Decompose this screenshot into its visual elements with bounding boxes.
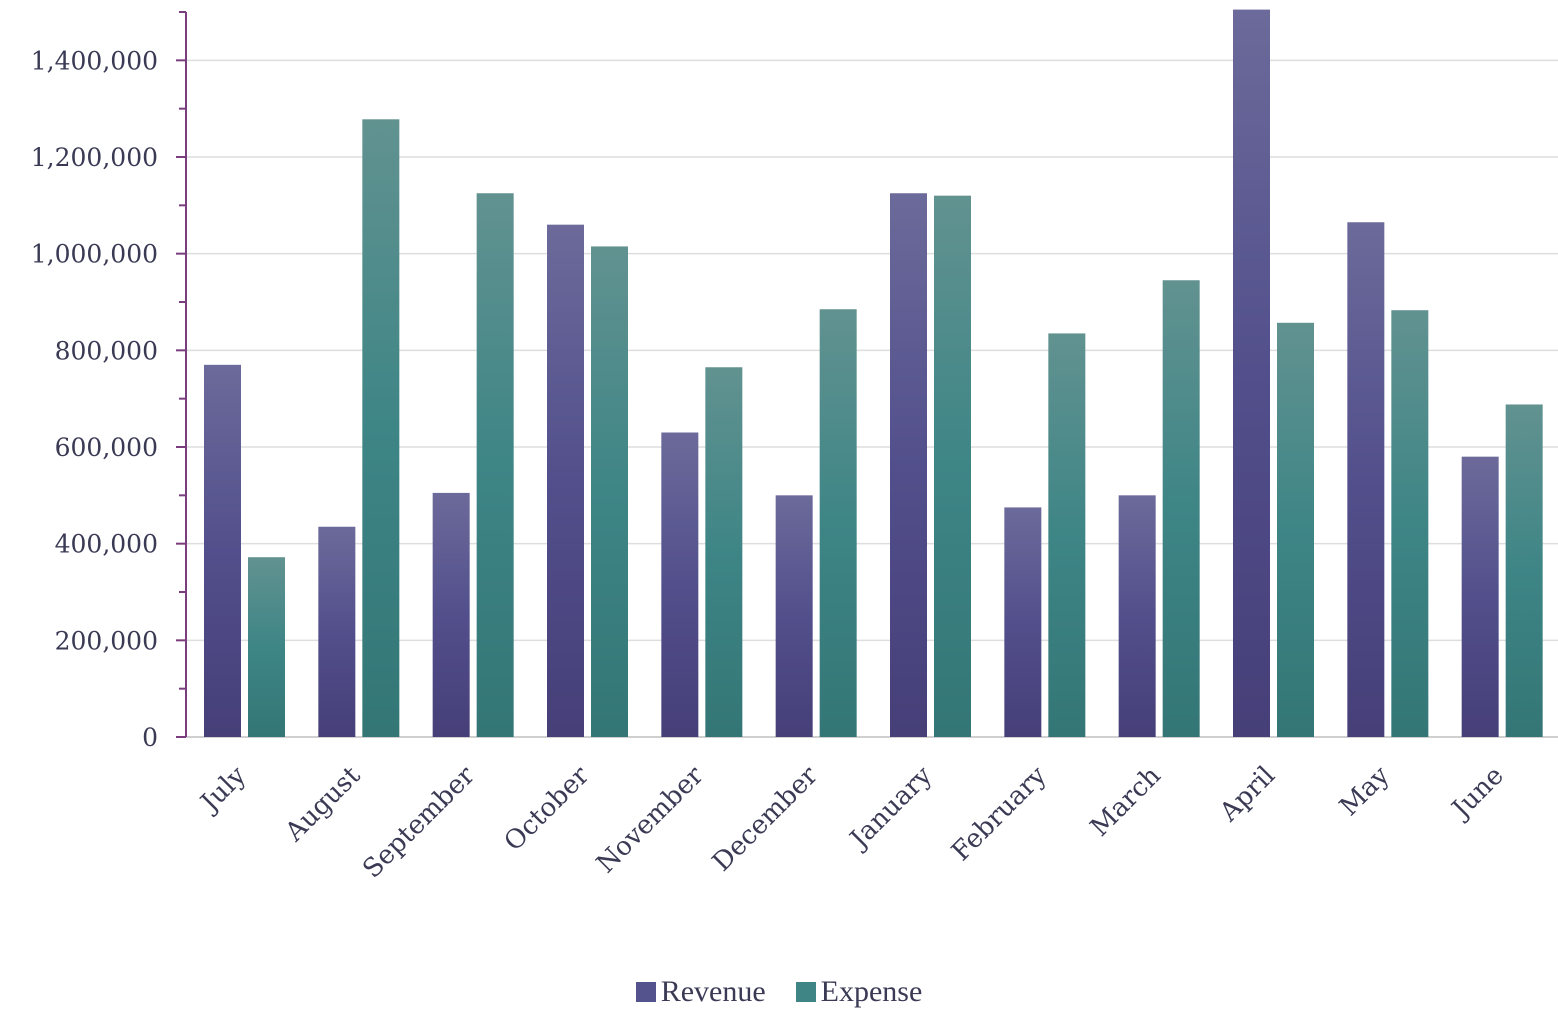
- legend-swatch-revenue: [635, 982, 656, 1002]
- bar-expense-march[interactable]: [1162, 280, 1200, 737]
- y-tick-label: 200,000: [55, 626, 158, 655]
- bar-expense-september[interactable]: [476, 193, 514, 737]
- y-tick-label: 1,400,000: [31, 46, 158, 75]
- bar-expense-october[interactable]: [591, 246, 628, 737]
- bar-expense-november[interactable]: [705, 367, 743, 737]
- y-tick-label: 0: [142, 723, 158, 752]
- bar-revenue-march[interactable]: [1118, 495, 1156, 737]
- bar-revenue-january[interactable]: [890, 193, 927, 737]
- bar-expense-may[interactable]: [1391, 310, 1429, 737]
- bar-revenue-december[interactable]: [775, 495, 813, 737]
- bar-revenue-november[interactable]: [661, 432, 699, 738]
- bar-revenue-september[interactable]: [432, 492, 470, 737]
- legend-label-expense: Expense: [820, 975, 923, 1008]
- bar-expense-february[interactable]: [1048, 333, 1086, 737]
- x-tick-label: February: [946, 761, 1053, 868]
- bar-expense-december[interactable]: [819, 309, 857, 737]
- x-tick-label: October: [499, 760, 596, 857]
- bar-revenue-june[interactable]: [1461, 456, 1499, 737]
- y-tick-label: 800,000: [55, 336, 158, 365]
- legend-swatch-expense: [795, 982, 816, 1002]
- y-tick-label: 1,000,000: [31, 240, 158, 269]
- legend-item-revenue[interactable]: Revenue: [635, 975, 766, 1009]
- x-tick-label: August: [279, 760, 367, 848]
- x-tick-label: September: [357, 760, 481, 884]
- bar-expense-january[interactable]: [934, 195, 971, 737]
- bars: [204, 9, 1543, 738]
- y-tick-label: 400,000: [55, 530, 158, 559]
- legend: Revenue Expense: [0, 972, 1558, 1012]
- bar-expense-august[interactable]: [362, 119, 400, 738]
- legend-item-expense[interactable]: Expense: [795, 975, 923, 1009]
- x-tick-label: May: [1334, 761, 1396, 823]
- bar-expense-june[interactable]: [1505, 404, 1543, 737]
- gridlines: [186, 59, 1558, 738]
- y-tick-label: 600,000: [55, 433, 158, 462]
- x-tick-label: June: [1445, 761, 1510, 826]
- bar-revenue-july[interactable]: [204, 364, 241, 737]
- y-axis: 0 200,000 400,000 600,000 800,000 1,000,000 1,…: [31, 11, 187, 752]
- legend-label-revenue: Revenue: [660, 975, 766, 1008]
- x-tick-label: April: [1214, 761, 1282, 829]
- x-tick-label: July: [193, 761, 252, 820]
- bar-revenue-october[interactable]: [547, 224, 584, 737]
- x-tick-label: December: [707, 760, 824, 877]
- y-tick-label: 1,200,000: [31, 143, 158, 172]
- bar-revenue-february[interactable]: [1004, 507, 1042, 737]
- x-tick-label: January: [843, 761, 939, 857]
- chart-canvas: 0 200,000 400,000 600,000 800,000 1,000,000 1,…: [31, 9, 1558, 884]
- x-tick-label: March: [1085, 761, 1167, 843]
- bar-revenue-august[interactable]: [318, 526, 356, 737]
- x-tick-label: November: [591, 760, 710, 879]
- bar-revenue-may[interactable]: [1347, 222, 1385, 737]
- bar-expense-july[interactable]: [248, 557, 285, 737]
- bar-revenue-april[interactable]: [1233, 9, 1270, 738]
- bar-expense-april[interactable]: [1277, 322, 1314, 737]
